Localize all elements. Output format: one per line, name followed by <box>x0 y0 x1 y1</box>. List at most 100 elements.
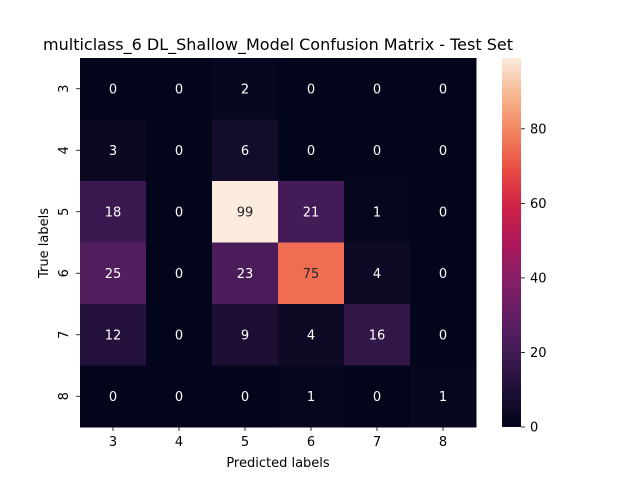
cell-value-label: 0 <box>175 82 183 97</box>
y-tick-label: 8 <box>57 392 72 400</box>
y-tick-label: 4 <box>57 146 72 154</box>
cell-value-label: 0 <box>439 328 447 343</box>
heatmap-cell-4-5 <box>212 119 279 182</box>
heatmap-cell-4-6 <box>278 119 345 182</box>
heatmap-cell-7-4 <box>146 304 213 366</box>
cell-value-label: 6 <box>241 144 249 159</box>
x-tick-label: 7 <box>373 435 381 450</box>
x-tick-label: 4 <box>175 435 183 450</box>
cell-value-label: 0 <box>175 205 183 220</box>
cell-value-label: 0 <box>439 144 447 159</box>
cell-value-label: 75 <box>303 267 320 282</box>
cell-value-label: 0 <box>109 82 117 97</box>
cell-value-label: 0 <box>439 205 447 220</box>
heatmap-cells <box>80 58 477 428</box>
colorbar <box>502 58 521 427</box>
heatmap-cell-3-5 <box>212 58 279 120</box>
heatmap-cell-8-4 <box>146 365 213 428</box>
cell-value-label: 16 <box>369 328 386 343</box>
cell-value-label: 18 <box>105 205 122 220</box>
cell-value-label: 23 <box>237 267 254 282</box>
colorbar-tick-label: 0 <box>530 421 538 436</box>
heatmap-cell-5-6 <box>278 181 345 243</box>
heatmap-cell-8-3 <box>80 365 147 428</box>
heatmap-cell-7-6 <box>278 304 345 366</box>
heatmap-cell-5-4 <box>146 181 213 243</box>
heatmap-cell-5-5 <box>212 181 279 243</box>
y-tick-label: 3 <box>57 85 72 93</box>
heatmap-cell-6-8 <box>410 242 477 305</box>
colorbar-tick-label: 60 <box>530 197 547 212</box>
heatmap-cell-5-7 <box>344 181 411 243</box>
cell-value-label: 0 <box>373 144 381 159</box>
x-axis-label: Predicted labels <box>226 456 330 471</box>
heatmap-cell-3-3 <box>80 58 147 120</box>
heatmap-cell-8-5 <box>212 365 279 428</box>
x-tick-label: 3 <box>109 435 117 450</box>
x-tick-label: 5 <box>241 435 249 450</box>
heatmap-cell-8-7 <box>344 365 411 428</box>
colorbar-tick-label: 40 <box>530 271 547 286</box>
cell-value-label: 0 <box>175 390 183 405</box>
heatmap-cell-4-7 <box>344 119 411 182</box>
cell-value-label: 1 <box>373 205 381 220</box>
cell-value-label: 4 <box>307 328 315 343</box>
y-tick-label: 6 <box>57 269 72 277</box>
heatmap-cell-4-3 <box>80 119 147 182</box>
heatmap-cell-8-8 <box>410 365 477 428</box>
cell-value-label: 2 <box>241 82 249 97</box>
cell-value-label: 0 <box>439 82 447 97</box>
heatmap-cell-7-7 <box>344 304 411 366</box>
cell-value-label: 0 <box>109 390 117 405</box>
y-axis-label: True labels <box>37 208 52 279</box>
cell-value-label: 0 <box>175 267 183 282</box>
cell-value-label: 9 <box>241 328 249 343</box>
y-tick-label: 7 <box>57 331 72 339</box>
heatmap-cell-6-7 <box>344 242 411 305</box>
heatmap-cell-7-5 <box>212 304 279 366</box>
cell-value-label: 3 <box>109 144 117 159</box>
heatmap-cell-7-8 <box>410 304 477 366</box>
heatmap-cell-6-3 <box>80 242 147 305</box>
cell-value-label: 21 <box>303 205 320 220</box>
colorbar-ticks: 0 20 40 60 80 <box>521 122 547 436</box>
cell-value-label: 0 <box>307 82 315 97</box>
x-tick-label: 6 <box>307 435 315 450</box>
colorbar-tick-label: 80 <box>530 122 547 137</box>
cell-value-label: 0 <box>175 144 183 159</box>
cell-value-label: 0 <box>439 267 447 282</box>
cell-value-label: 0 <box>175 328 183 343</box>
heatmap-cell-6-6 <box>278 242 345 305</box>
chart-title: multiclass_6 DL_Shallow_Model Confusion … <box>43 35 513 55</box>
cell-value-label: 0 <box>241 390 249 405</box>
cell-value-label: 99 <box>237 205 254 220</box>
cell-value-label: 0 <box>373 82 381 97</box>
heatmap-cell-4-8 <box>410 119 477 182</box>
cell-value-label: 0 <box>307 144 315 159</box>
cell-value-label: 0 <box>373 390 381 405</box>
y-axis: 3 4 5 6 7 8 <box>57 85 80 400</box>
heatmap-cell-4-4 <box>146 119 213 182</box>
y-tick-label: 5 <box>57 208 72 216</box>
heatmap-cell-5-8 <box>410 181 477 243</box>
heatmap-cell-6-5 <box>212 242 279 305</box>
cell-value-label: 4 <box>373 267 381 282</box>
heatmap-cell-labels: 0 0 2 0 0 0 3 0 6 0 0 0 18 0 99 21 1 0 25 0 23 75 4 0 12 0 9 4 16 0 0 0… <box>105 82 447 405</box>
heatmap-cell-3-4 <box>146 58 213 120</box>
colorbar-tick-label: 20 <box>530 346 547 361</box>
cell-value-label: 12 <box>105 328 122 343</box>
heatmap-cell-7-3 <box>80 304 147 366</box>
heatmap-cell-6-4 <box>146 242 213 305</box>
cell-value-label: 25 <box>105 267 122 282</box>
heatmap-cell-3-8 <box>410 58 477 120</box>
x-axis: 3 4 5 6 7 8 <box>109 427 447 450</box>
heatmap-cell-3-7 <box>344 58 411 120</box>
heatmap-cell-3-6 <box>278 58 345 120</box>
cell-value-label: 1 <box>307 390 315 405</box>
cell-value-label: 1 <box>439 390 447 405</box>
x-tick-label: 8 <box>439 435 447 450</box>
heatmap-cell-8-6 <box>278 365 345 428</box>
heatmap-cell-5-3 <box>80 181 147 243</box>
